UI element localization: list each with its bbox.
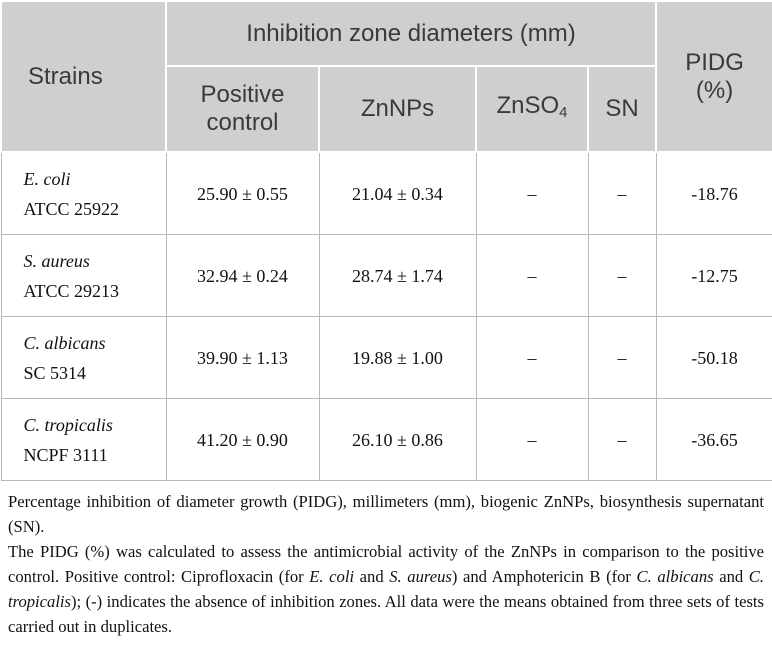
strain-id: ATCC 29213 [23, 280, 120, 301]
pidg-header-line: PIDG [685, 48, 744, 76]
value-cell: – [587, 234, 657, 317]
strain-id: NCPF 3111 [23, 444, 108, 465]
column-header: SN [586, 65, 658, 153]
value-cell: 41.20 ± 0.90 [165, 398, 320, 481]
data-row: E. coli ATCC 25922 25.90 ± 0.55 21.04 ± 0.3… [0, 151, 772, 235]
strain-cell: E. coli ATCC 25922 [0, 151, 167, 235]
value-cell: 32.94 ± 0.24 [165, 234, 320, 317]
strain-cell: S. aureus ATCC 29213 [0, 234, 167, 317]
header-row: Positive control ZnNPs ZnSO4 SN [1, 65, 772, 153]
strain-id: SC 5314 [23, 362, 87, 383]
value-cell: 39.90 ± 1.13 [165, 316, 320, 399]
species-name: S. aureus [23, 250, 90, 271]
value-cell: 19.88 ± 1.00 [318, 316, 477, 399]
pidg-header-line: (%) [695, 76, 734, 104]
footnotes: Percentage inhibition of diameter growth… [0, 481, 772, 639]
value-cell: – [475, 151, 589, 235]
footnote: The PIDG (%) was calculated to assess th… [8, 539, 764, 639]
value-cell: 25.90 ± 0.55 [165, 151, 320, 235]
footnote-text: S. aureus [389, 567, 452, 586]
species-name: E. coli [23, 168, 71, 189]
value-cell: 28.74 ± 1.74 [318, 234, 477, 317]
value-cell: – [587, 316, 657, 399]
value-cell: -50.18 [655, 316, 772, 399]
group-header: Inhibition zone diameters (mm) [164, 0, 658, 67]
footnote: Percentage inhibition of diameter growth… [8, 489, 764, 539]
value-cell: – [475, 398, 589, 481]
footnote-text: ); (-) indicates the absence of inhibiti… [8, 592, 764, 636]
strain-cell: C. albicans SC 5314 [0, 316, 167, 399]
column-header-text: Positive control [200, 81, 285, 136]
column-header: ZnNPs [318, 65, 477, 153]
value-cell: – [475, 316, 589, 399]
column-header-subscript: 4 [559, 103, 568, 121]
table-body: E. coli ATCC 25922 25.90 ± 0.55 21.04 ± 0.3… [0, 151, 772, 481]
value-cell: 21.04 ± 0.34 [318, 151, 477, 235]
strain-cell: C. tropicalis NCPF 3111 [0, 398, 167, 481]
column-header-text: ZnSO [496, 91, 560, 119]
value-cell: – [587, 151, 657, 235]
footnote-text: ) and Amphotericin B (for [451, 567, 637, 586]
column-header-text: SN [605, 95, 639, 122]
value-cell: – [475, 234, 589, 317]
value-cell: 26.10 ± 0.86 [318, 398, 477, 481]
pidg-header: PIDG (%) [655, 0, 772, 153]
column-header: ZnSO4 [475, 65, 589, 153]
footnote-text: and [713, 567, 749, 586]
value-cell: – [587, 398, 657, 481]
footnote-text: E. coli [309, 567, 355, 586]
strain-id: ATCC 25922 [23, 198, 120, 219]
column-header: Positive control [165, 65, 320, 153]
value-cell: -12.75 [655, 234, 772, 317]
strains-header: Strains [0, 0, 167, 153]
value-cell: -18.76 [655, 151, 772, 235]
footnote-text: and [354, 567, 390, 586]
header-row: Strains Inhibition zone diameters (mm) PID… [0, 0, 772, 153]
footnote-text: Percentage inhibition of diameter growth… [8, 492, 764, 536]
footnote-text: C. tropicalis [8, 567, 764, 611]
species-name: C. tropicalis [23, 414, 113, 435]
table-header: Strains Inhibition zone diameters (mm) PID… [0, 0, 772, 153]
results-table: Strains Inhibition zone diameters (mm) PID… [0, 0, 772, 481]
species-name: C. albicans [23, 332, 106, 353]
value-cell: -36.65 [655, 398, 772, 481]
column-header-text: ZnNPs [360, 95, 435, 122]
data-row: S. aureus ATCC 29213 32.94 ± 0.24 28.74 ± 1… [0, 234, 772, 317]
footnote-text: The PIDG (%) was calculated to assess th… [8, 542, 764, 586]
data-row: C. tropicalis NCPF 3111 41.20 ± 0.90 26.10 … [0, 398, 772, 481]
data-row: C. albicans SC 5314 39.90 ± 1.13 19.88 ± 1.… [0, 316, 772, 399]
footnote-text: C. albicans [636, 567, 714, 586]
